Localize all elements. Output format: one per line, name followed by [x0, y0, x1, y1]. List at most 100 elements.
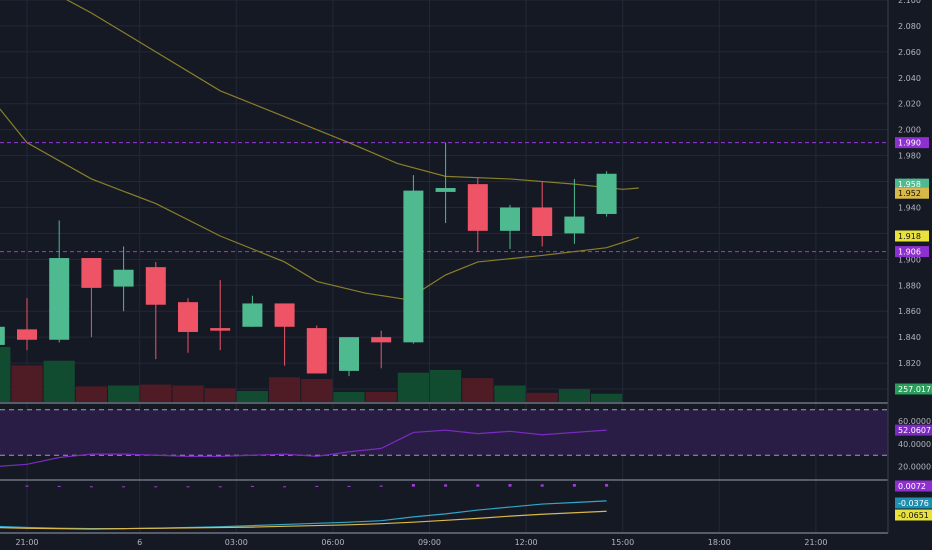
macd-badge: -0.0651: [895, 509, 932, 521]
rsi-tick-label: 20.0000: [898, 463, 931, 472]
price-badge-bg: [895, 187, 929, 199]
candle: [371, 330, 392, 369]
volume-bar: [11, 365, 43, 402]
time-axis-label: 12:00: [515, 538, 538, 547]
price-tick-label: 1.900: [898, 255, 921, 264]
candle-body: [242, 303, 263, 327]
candle-body: [178, 302, 198, 332]
price-tick-label: 2.100: [898, 0, 921, 5]
volume-bar: [526, 392, 558, 402]
macd-hist-bar: [89, 486, 93, 488]
volume-bar: [236, 391, 268, 402]
macd-hist-bar: [122, 486, 126, 488]
ma-fast-line: [0, 108, 639, 301]
price-tick-label: 2.040: [898, 74, 921, 83]
macd-badge-bg: [895, 480, 932, 492]
price-tick-label: 1.980: [898, 152, 921, 161]
macd-badge-text: 0.0072: [898, 482, 926, 491]
candle-body: [371, 337, 392, 343]
candle: [113, 246, 134, 312]
macd-hist-bar: [411, 484, 415, 487]
price-tick-label: 1.880: [898, 281, 921, 290]
macd-hist-bar: [347, 485, 351, 487]
volume-bar: [0, 347, 11, 402]
volume-bar: [204, 388, 236, 402]
volume-bar: [558, 389, 590, 402]
volume-bar: [365, 391, 397, 402]
price-tick-label: 2.000: [898, 126, 921, 135]
macd-badge-bg: [895, 509, 932, 521]
price-badge: 1.918: [895, 230, 929, 242]
candle: [564, 178, 585, 244]
candle-body: [435, 188, 456, 192]
candle: [339, 337, 359, 377]
volume-bar: [75, 386, 107, 402]
candle-body: [49, 258, 70, 340]
volume-bar: [591, 393, 623, 402]
volume-bar: [397, 372, 429, 402]
candle-body: [145, 267, 166, 305]
candle: [500, 204, 520, 249]
volume-bar: [140, 384, 172, 402]
rsi-tick-label: 40.0000: [898, 440, 931, 449]
macd-hist-bar: [444, 484, 448, 487]
price-badge-bg: [895, 230, 929, 242]
volume-badge: 257.017K: [895, 383, 932, 395]
candle: [532, 181, 553, 247]
macd-hist-bar: [605, 483, 609, 487]
macd-hist-bar: [57, 485, 61, 487]
macd-badge: 0.0072: [895, 480, 932, 492]
candle: [306, 325, 327, 374]
macd-hist-bar: [283, 486, 287, 488]
macd-hist-bar: [218, 486, 222, 488]
rsi-band: [0, 409, 888, 456]
rsi-line: [0, 429, 607, 467]
price-badge-bg: [895, 178, 929, 190]
price-tick-label: 2.080: [898, 22, 921, 31]
price-tick-label: 2.060: [898, 48, 921, 57]
volume-bar: [462, 378, 494, 402]
macd-badge-text: -0.0651: [898, 511, 929, 520]
macd-badge: -0.0376: [895, 497, 932, 509]
candle: [210, 280, 231, 351]
rsi-badge-bg: [895, 424, 932, 436]
candle-body: [596, 173, 617, 214]
volume-bar: [430, 369, 462, 402]
price-tick-label: 1.940: [898, 203, 921, 212]
macd-hist-bar: [186, 486, 190, 488]
candle-body: [339, 337, 359, 371]
candle: [0, 326, 5, 345]
price-tick-label: 2.020: [898, 100, 921, 109]
price-badge-text: 1.958: [898, 180, 921, 189]
macd-hist-bar: [154, 486, 158, 488]
macd-hist-bar: [540, 484, 544, 487]
macd-badge-text: -0.0376: [898, 499, 929, 508]
volume-bar: [43, 360, 75, 402]
candle-body: [306, 328, 327, 374]
price-badge: 1.958: [895, 178, 929, 190]
volume-bar: [333, 391, 365, 402]
candle: [81, 258, 102, 338]
rsi-tick-label: 60.0000: [898, 417, 931, 426]
volume-bar: [108, 385, 140, 402]
time-axis-label: 21:00: [804, 538, 827, 547]
candle-body: [113, 269, 134, 287]
price-badge-bg: [895, 246, 929, 258]
time-axis-label: 09:00: [418, 538, 441, 547]
price-badge: 1.952: [895, 187, 929, 199]
macd-hist-bar: [476, 484, 480, 487]
candle-body: [564, 216, 585, 234]
macd-signal-line: [0, 510, 607, 530]
candle: [467, 177, 488, 252]
rsi-badge-text: 52.0607: [898, 426, 931, 435]
macd-hist-bar: [25, 485, 29, 487]
candle: [178, 298, 198, 353]
candle-body: [532, 207, 553, 237]
candle: [435, 142, 456, 224]
macd-hist-bar: [250, 485, 254, 487]
price-badge-text: 1.990: [898, 139, 921, 148]
volume-bar: [494, 385, 526, 402]
price-badge-text: 1.906: [898, 248, 921, 257]
time-axis-label: 03:00: [225, 538, 248, 547]
